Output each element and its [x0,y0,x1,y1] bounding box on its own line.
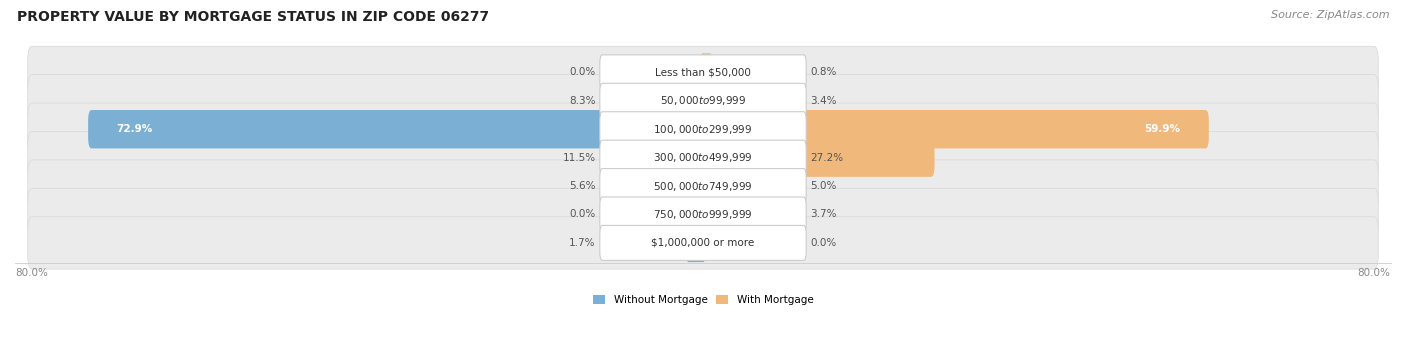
Text: 3.4%: 3.4% [810,96,837,106]
Text: 5.6%: 5.6% [569,181,596,191]
Text: 72.9%: 72.9% [117,124,153,134]
Text: 1.7%: 1.7% [569,238,596,248]
FancyBboxPatch shape [685,224,706,262]
Text: 3.7%: 3.7% [810,209,837,220]
FancyBboxPatch shape [28,160,1378,212]
FancyBboxPatch shape [28,132,1378,184]
FancyBboxPatch shape [600,112,806,147]
Text: PROPERTY VALUE BY MORTGAGE STATUS IN ZIP CODE 06277: PROPERTY VALUE BY MORTGAGE STATUS IN ZIP… [17,10,489,24]
FancyBboxPatch shape [603,138,706,177]
Text: $500,000 to $749,999: $500,000 to $749,999 [654,180,752,193]
Text: 0.0%: 0.0% [569,209,596,220]
FancyBboxPatch shape [600,168,806,204]
Text: 0.0%: 0.0% [569,68,596,77]
Text: Source: ZipAtlas.com: Source: ZipAtlas.com [1271,10,1389,20]
FancyBboxPatch shape [600,140,806,175]
FancyBboxPatch shape [700,195,737,234]
Text: $750,000 to $999,999: $750,000 to $999,999 [654,208,752,221]
FancyBboxPatch shape [28,217,1378,269]
FancyBboxPatch shape [700,167,748,205]
Text: $300,000 to $499,999: $300,000 to $499,999 [654,151,752,164]
Text: 0.8%: 0.8% [810,68,837,77]
FancyBboxPatch shape [28,75,1378,127]
Legend: Without Mortgage, With Mortgage: Without Mortgage, With Mortgage [593,295,813,305]
FancyBboxPatch shape [28,103,1378,155]
FancyBboxPatch shape [28,46,1378,99]
Text: 0.0%: 0.0% [810,238,837,248]
Text: $50,000 to $99,999: $50,000 to $99,999 [659,94,747,107]
FancyBboxPatch shape [700,53,713,91]
Text: Less than $50,000: Less than $50,000 [655,68,751,77]
Text: 5.0%: 5.0% [810,181,837,191]
Text: 11.5%: 11.5% [562,153,596,163]
FancyBboxPatch shape [600,225,806,261]
Text: $100,000 to $299,999: $100,000 to $299,999 [654,123,752,136]
Text: 59.9%: 59.9% [1144,124,1180,134]
FancyBboxPatch shape [600,55,806,90]
FancyBboxPatch shape [600,83,806,118]
Text: 8.3%: 8.3% [569,96,596,106]
FancyBboxPatch shape [630,81,706,120]
Text: 27.2%: 27.2% [810,153,844,163]
FancyBboxPatch shape [700,81,735,120]
FancyBboxPatch shape [652,167,706,205]
FancyBboxPatch shape [28,188,1378,241]
FancyBboxPatch shape [700,138,935,177]
FancyBboxPatch shape [600,197,806,232]
FancyBboxPatch shape [700,110,1209,148]
Text: $1,000,000 or more: $1,000,000 or more [651,238,755,248]
FancyBboxPatch shape [89,110,706,148]
